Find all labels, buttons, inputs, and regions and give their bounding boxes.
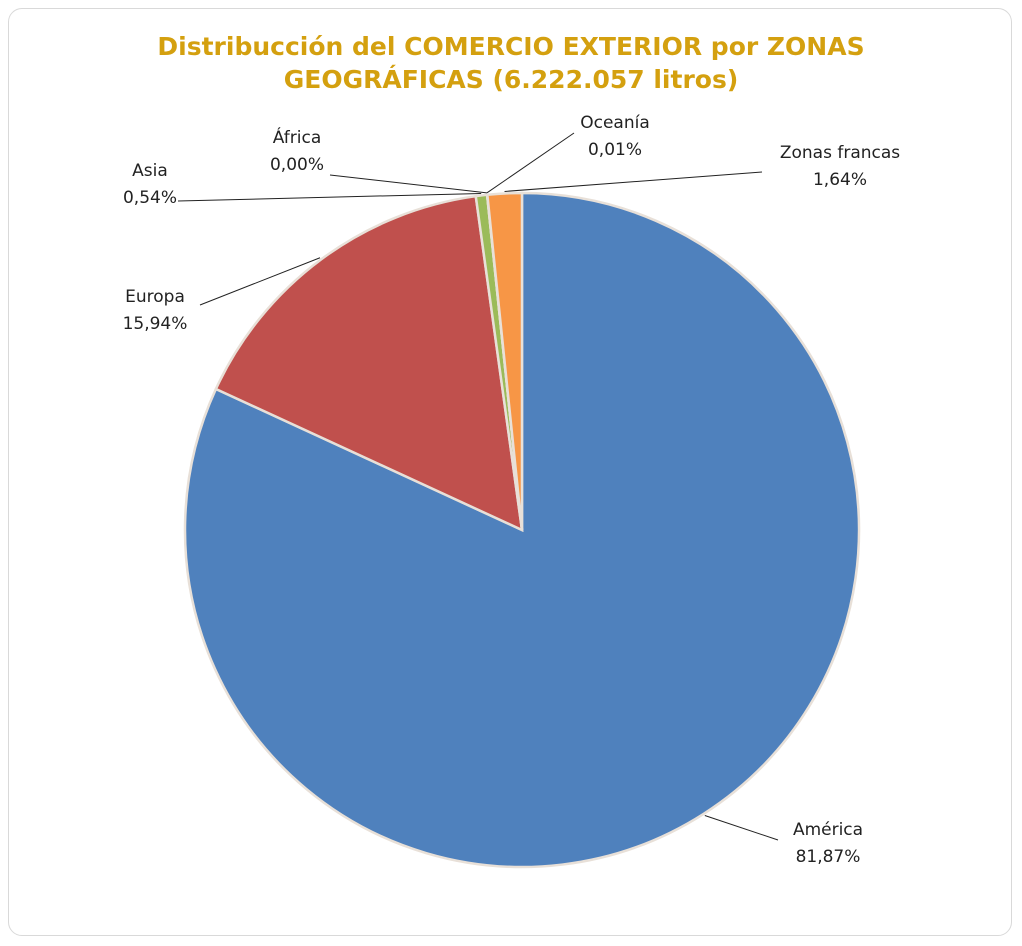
pie-slice [214, 194, 524, 533]
slice-label: Asia [132, 161, 168, 181]
slice-label: Oceanía [580, 113, 650, 133]
value-label: 0,00% [270, 155, 324, 175]
slice-label: Zonas francas [780, 143, 900, 163]
leader-line [704, 815, 779, 841]
leader-line [486, 132, 575, 194]
chart-title: Distribucción del COMERCIO EXTERIOR por … [157, 32, 865, 94]
slice-label: América [793, 820, 863, 840]
leader-line [177, 192, 482, 202]
leader-line [199, 257, 321, 306]
value-label: 1,64% [813, 170, 867, 190]
leader-line [329, 174, 487, 194]
slice-label: África [273, 126, 322, 148]
value-label: 81,87% [796, 847, 861, 867]
leader-line [504, 171, 763, 192]
value-label: 15,94% [123, 314, 188, 334]
slice-label: Europa [125, 287, 185, 307]
pie-slice [485, 191, 524, 531]
chart-card [8, 8, 1012, 936]
value-label: 0,54% [123, 188, 177, 208]
value-label: 0,01% [588, 140, 642, 160]
